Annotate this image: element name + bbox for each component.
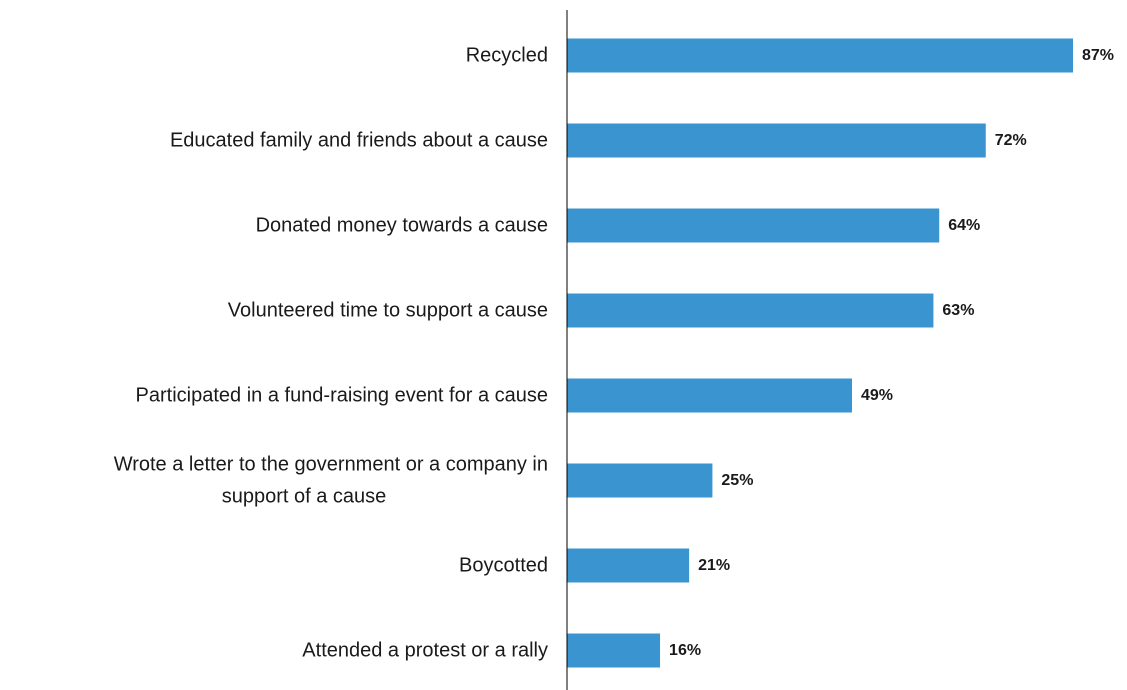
category-label-line: support of a cause	[222, 486, 387, 508]
category-label-line: Wrote a letter to the government or a co…	[114, 454, 548, 476]
bar	[567, 378, 852, 413]
category-label: Participated in a fund-raising event for…	[136, 385, 548, 407]
value-label: 64%	[948, 217, 980, 234]
bar	[567, 548, 690, 583]
bars-group	[567, 38, 1073, 668]
value-label: 72%	[995, 132, 1027, 149]
category-label: Boycotted	[459, 555, 548, 577]
bar	[567, 123, 986, 158]
value-label: 49%	[861, 387, 893, 404]
bar	[567, 633, 661, 668]
bar	[567, 38, 1073, 73]
category-label: Recycled	[466, 45, 548, 67]
bar	[567, 208, 940, 243]
category-label: Volunteered time to support a cause	[228, 300, 548, 322]
category-label-line: Attended a protest or a rally	[302, 640, 548, 662]
category-label-line: Donated money towards a cause	[256, 215, 548, 237]
category-label-line: Participated in a fund-raising event for…	[136, 385, 548, 407]
category-label-line: Educated family and friends about a caus…	[170, 130, 548, 152]
category-label: Educated family and friends about a caus…	[170, 130, 548, 152]
category-label-line: Recycled	[466, 45, 548, 67]
category-label-line: Boycotted	[459, 555, 548, 577]
bar	[567, 463, 713, 498]
value-label: 16%	[669, 642, 701, 659]
category-label: Donated money towards a cause	[256, 215, 548, 237]
bar	[567, 293, 934, 328]
category-label: Wrote a letter to the government or a co…	[114, 454, 548, 508]
value-labels-group: 87% 72% 64% 63% 49% 25% 21% 16%	[669, 47, 1114, 659]
value-label: 63%	[942, 302, 974, 319]
category-labels-group: Recycled Educated family and friends abou…	[114, 45, 548, 662]
value-label: 25%	[721, 472, 753, 489]
category-label-line: Volunteered time to support a cause	[228, 300, 548, 322]
value-label: 87%	[1082, 47, 1114, 64]
value-label: 21%	[698, 557, 730, 574]
category-label: Attended a protest or a rally	[302, 640, 548, 662]
